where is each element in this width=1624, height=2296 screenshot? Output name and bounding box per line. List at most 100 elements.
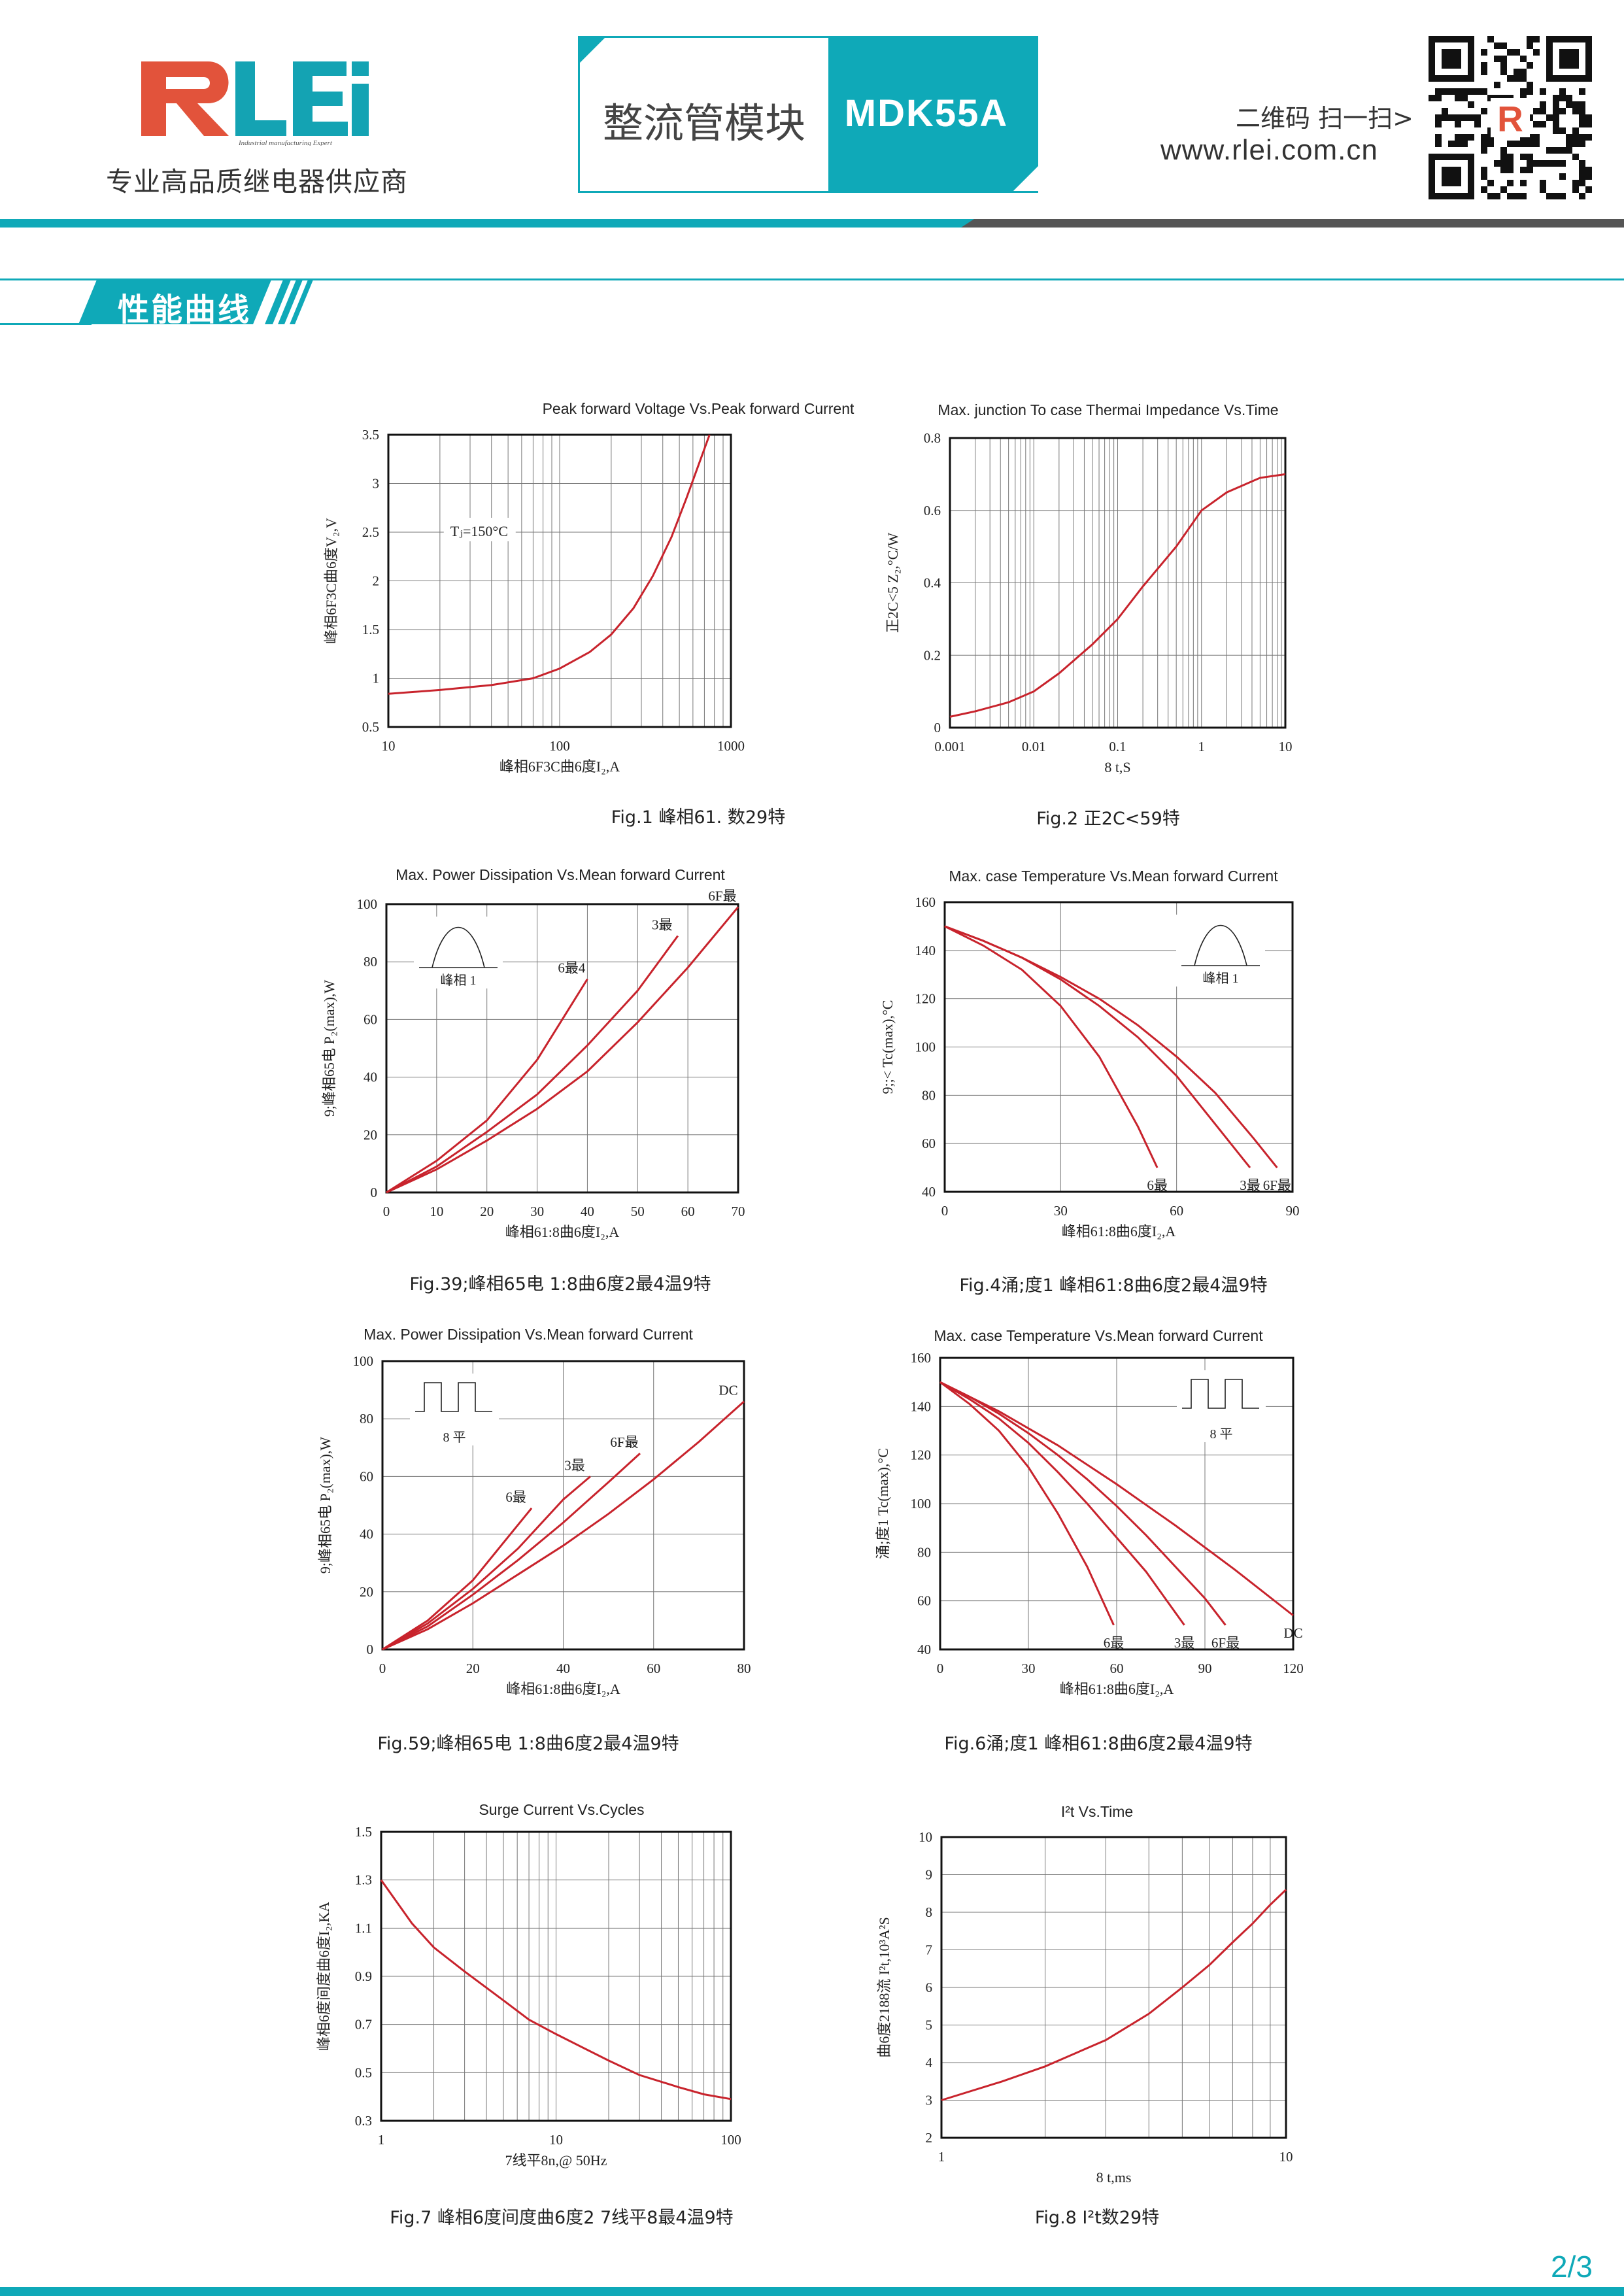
chart-grid [949, 437, 1285, 728]
x-tick-label: 10 [430, 1204, 443, 1219]
series-line [939, 1381, 1185, 1626]
series-label: 6F最 [708, 888, 736, 903]
qr-finder-tr [1546, 36, 1592, 82]
y-tick-label: 3 [926, 2093, 933, 2108]
x-tick-label: 0 [937, 1661, 944, 1676]
logo-tagline: Industrial manufacturing Expert [238, 139, 333, 146]
y-tick-label: 100 [357, 896, 378, 912]
y-tick-label: 4 [926, 2055, 933, 2070]
plot-frame [943, 901, 1294, 1193]
y-tick-label: 8 [926, 1904, 933, 1920]
y-tick-label: 0.9 [355, 1968, 372, 1984]
series-label: DC [1283, 1625, 1302, 1641]
figure-caption: Fig.39;峰相65电 1:8曲6度2最4温9特 [409, 1274, 711, 1294]
y-tick-label: 5 [926, 2017, 933, 2033]
chart-7: 1 10 100 0.3 0.5 0.7 0.9 1.1 1.3 1.5 7线平8n,@ 50Hz 峰… [316, 1824, 741, 2169]
y-tick-label: 9 [926, 1867, 933, 1883]
y-tick-label: 1.5 [362, 622, 379, 637]
x-tick-label: 80 [737, 1661, 751, 1676]
y-tick-label: 120 [915, 991, 936, 1007]
qr-code[interactable]: R [1429, 36, 1592, 199]
series-line [386, 906, 739, 1194]
series-label: 3最 [652, 917, 673, 933]
y-tick-label: 6 [926, 1980, 933, 1995]
y-axis-label: 9;峰相65电 P₂(max),W [317, 1437, 333, 1574]
logo-i-dot [352, 61, 369, 76]
plot-frame [380, 1831, 732, 2122]
temperature-annotation: Tⱼ=150°C [450, 523, 508, 539]
y-tick-label: 0.7 [355, 2017, 372, 2033]
annotation-bg [443, 518, 516, 541]
plot-frame [940, 1836, 1287, 2139]
y-axis-label: 曲6度2188流 I²t,10³A²S [876, 1917, 892, 2057]
y-tick-label: 2 [926, 2130, 933, 2146]
x-tick-label: 1000 [717, 738, 745, 754]
y-axis-label: 涌;度1 Tc(max),°C [875, 1448, 891, 1559]
y-tick-label: 1.3 [355, 1872, 372, 1888]
y-tick-label: 1.1 [355, 1920, 372, 1936]
y-tick-label: 2.5 [362, 524, 379, 540]
series-label: 6最4 [558, 960, 585, 976]
square-wave-icon [1177, 1370, 1266, 1442]
chart-5: 0 20 40 60 80 0 20 40 60 80 100 峰相61:8曲6度I₂,A 9;峰相65… [317, 1353, 751, 1697]
chart-4: 0 30 60 90 40 60 80 100 120 140 160 峰相61:8曲6度I₂,A 9;… [879, 894, 1300, 1240]
y-tick-label: 40 [917, 1642, 931, 1657]
section-tab-stripes [265, 280, 313, 324]
x-tick-label: 70 [732, 1204, 745, 1219]
product-name: 整流管模块 [602, 99, 805, 147]
half-sine-wave-icon [414, 917, 503, 988]
x-tick-label: 0.01 [1022, 739, 1046, 754]
figure-caption: Fig.8 I²t数29特 [1034, 2208, 1160, 2228]
x-tick-label: 60 [1110, 1661, 1124, 1676]
series-line [386, 935, 679, 1194]
y-tick-label: 0 [934, 720, 941, 735]
plot-frame [381, 1360, 745, 1651]
section-underline [0, 279, 1624, 280]
x-tick-label: 60 [1170, 1203, 1183, 1219]
brand-logo: Industrial manufacturing Expert [141, 61, 369, 146]
chart-grid [381, 1831, 731, 2121]
figure-caption: Fig.7 峰相6度间度曲6度2 7线平8最4温9特 [390, 2208, 734, 2228]
chart-title: Max. junction To case Thermai Impedance … [938, 401, 1279, 418]
stripe-3 [290, 280, 313, 324]
chart-2: 0.001 0.01 0.1 1 10 0 0.2 0.4 0.6 0.8 8 t,S 正2C<5 Z… [885, 430, 1293, 775]
y-tick-label: 1 [373, 671, 380, 686]
y-tick-label: 100 [915, 1039, 936, 1055]
series-label: 6F最 [610, 1434, 638, 1450]
x-tick-label: 10 [382, 738, 396, 754]
qr-center-logo: R [1497, 99, 1523, 139]
series-label: 6最 [1147, 1177, 1168, 1193]
x-tick-label: 30 [1022, 1661, 1036, 1676]
y-tick-label: 160 [911, 1350, 932, 1366]
section-title: 性能曲线 [118, 292, 252, 328]
series-line [386, 978, 588, 1194]
x-axis-label: 7线平8n,@ 50Hz [505, 2152, 607, 2169]
logo-letter-r [141, 61, 229, 136]
chart-title: I²t Vs.Time [1060, 1803, 1134, 1820]
x-tick-label: 0 [941, 1203, 949, 1219]
header-divider-teal [0, 219, 974, 228]
y-tick-label: 0.5 [355, 2065, 372, 2080]
x-tick-label: 10 [1279, 739, 1293, 754]
y-axis-label: 峰相6F3C曲6度V₂,V [323, 518, 339, 644]
square-wave-icon [410, 1374, 499, 1445]
website[interactable]: www.rlei.com.cn [1160, 134, 1378, 166]
x-tick-label: 1 [938, 2149, 945, 2165]
qr-caption: 二维码 扫一扫> [1236, 104, 1413, 133]
series-line [382, 1476, 591, 1651]
y-tick-label: 2 [373, 573, 380, 589]
series-label: 6最 [1104, 1635, 1125, 1651]
series-line [382, 1452, 641, 1651]
x-tick-label: 60 [647, 1661, 660, 1676]
y-tick-label: 0 [367, 1642, 374, 1657]
figure-caption: Fig.1 峰相61. 数29特 [611, 807, 786, 828]
x-tick-label: 10 [549, 2132, 563, 2148]
y-tick-label: 0 [371, 1185, 378, 1200]
x-tick-label: 10 [1279, 2149, 1293, 2165]
chart-title: Surge Current Vs.Cycles [479, 1801, 645, 1818]
chart-title: Max. case Temperature Vs.Mean forward Cu… [949, 868, 1278, 885]
y-tick-label: 0.2 [924, 647, 941, 663]
chart-8: 1 10 2 3 4 5 6 7 8 9 10 8 t,ms 曲6度2188流 I²t,10³A²S [876, 1829, 1293, 2186]
logo-letter-l [235, 61, 286, 136]
x-tick-label: 20 [466, 1661, 480, 1676]
